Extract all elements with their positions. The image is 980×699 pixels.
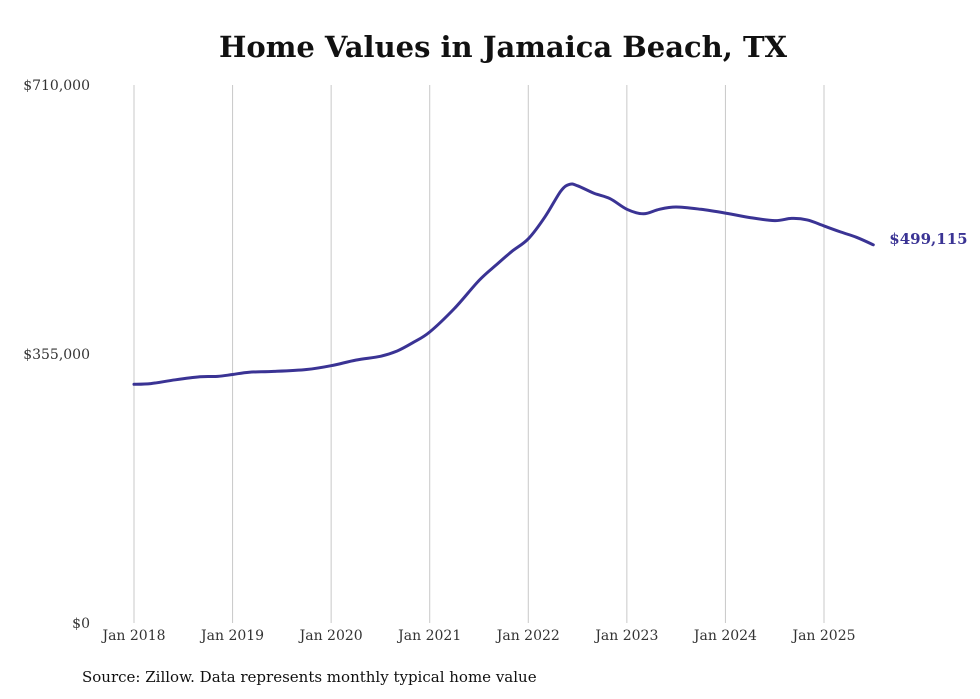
- x-tick-label: Jan 2018: [100, 628, 165, 644]
- x-tick-label: Jan 2025: [790, 628, 855, 644]
- x-tick-label: Jan 2020: [298, 628, 363, 644]
- source-note: Source: Zillow. Data represents monthly …: [82, 668, 537, 686]
- y-tick-label: $0: [72, 616, 90, 632]
- chart-title: Home Values in Jamaica Beach, TX: [218, 30, 788, 64]
- series-line: [132, 182, 875, 386]
- end-label-layer: $499,115: [889, 230, 967, 248]
- x-tick-label: Jan 2021: [396, 628, 461, 644]
- x-tick-label: Jan 2023: [593, 628, 658, 644]
- grid-lines: [133, 85, 825, 623]
- x-axis-ticks: Jan 2018 Jan 2019 Jan 2020 Jan 2021 Jan 2022…: [100, 628, 855, 644]
- series-layer: [132, 182, 875, 386]
- y-tick-label: $355,000: [23, 347, 90, 363]
- x-tick-label: Jan 2019: [199, 628, 264, 644]
- x-tick-label: Jan 2022: [495, 628, 560, 644]
- y-tick-label: $710,000: [23, 78, 90, 94]
- end-value-label: $499,115: [889, 230, 967, 248]
- x-tick-label: Jan 2024: [692, 628, 757, 644]
- y-axis-ticks: $0 $355,000 $710,000: [23, 78, 90, 632]
